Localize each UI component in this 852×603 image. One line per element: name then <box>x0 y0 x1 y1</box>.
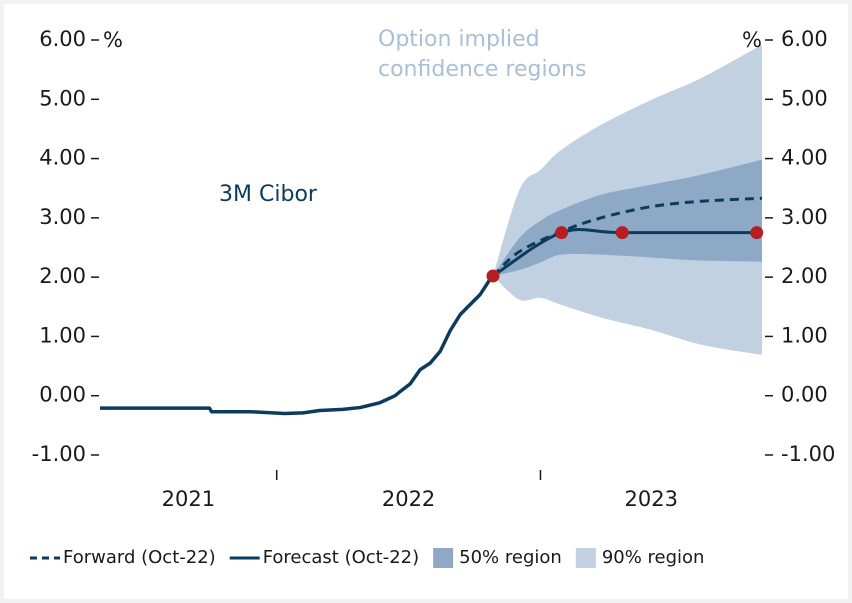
x-year-label: 2021 <box>162 487 215 511</box>
y2-tick-label: 1.00 <box>781 323 828 347</box>
y-tick-label: 2.00 <box>39 264 86 288</box>
legend-label: 90% region <box>602 547 705 568</box>
confidence-band <box>492 159 762 276</box>
y-tick-label: 5.00 <box>39 86 86 110</box>
y2-tick-label: 0.00 <box>781 383 828 407</box>
forecast-marker <box>615 226 629 240</box>
y-tick-label: 0.00 <box>39 383 86 407</box>
axes: 6.00 5.00 4.00 3.00 2.00 1.00 0.00 -1.00 6.00 5.0… <box>32 27 836 511</box>
y-unit: % <box>103 28 123 52</box>
y2-tick-label: 6.00 <box>781 27 828 51</box>
x-year-label: 2022 <box>382 487 435 511</box>
forward-line <box>491 196 763 278</box>
band-annotation: confidence regions <box>378 57 586 82</box>
y2-tick-label: 3.00 <box>781 205 828 229</box>
history-line <box>100 275 494 416</box>
lines <box>100 196 764 416</box>
forecast-line <box>492 227 757 278</box>
legend-label: Forward (Oct-22) <box>63 547 216 568</box>
forecast-marker <box>486 269 500 283</box>
forecast-marker <box>555 226 569 240</box>
x-year-label: 2023 <box>625 487 678 511</box>
legend-swatch <box>433 548 454 568</box>
y-tick-label: 1.00 <box>39 323 86 347</box>
y-tick-label: 3.00 <box>39 205 86 229</box>
forecast-marker <box>750 226 764 240</box>
series-annotation: 3M Cibor <box>219 182 318 207</box>
legend-label: Forecast (Oct-22) <box>263 547 419 568</box>
legend: Forward (Oct-22) Forecast (Oct-22) 50% reg… <box>30 547 704 568</box>
bands <box>492 44 762 355</box>
y-tick-label: 6.00 <box>39 27 86 51</box>
y-tick-label: -1.00 <box>32 442 86 466</box>
y2-tick-label: 5.00 <box>781 86 828 110</box>
y2-tick-label: -1.00 <box>781 442 835 466</box>
y-tick-label: 4.00 <box>39 146 86 170</box>
y2-tick-label: 2.00 <box>781 264 828 288</box>
legend-label: 50% region <box>459 547 562 568</box>
y2-unit: % <box>742 28 762 52</box>
legend-swatch <box>575 548 596 568</box>
y2-tick-label: 4.00 <box>781 146 828 170</box>
band-annotation: Option implied <box>378 27 540 52</box>
